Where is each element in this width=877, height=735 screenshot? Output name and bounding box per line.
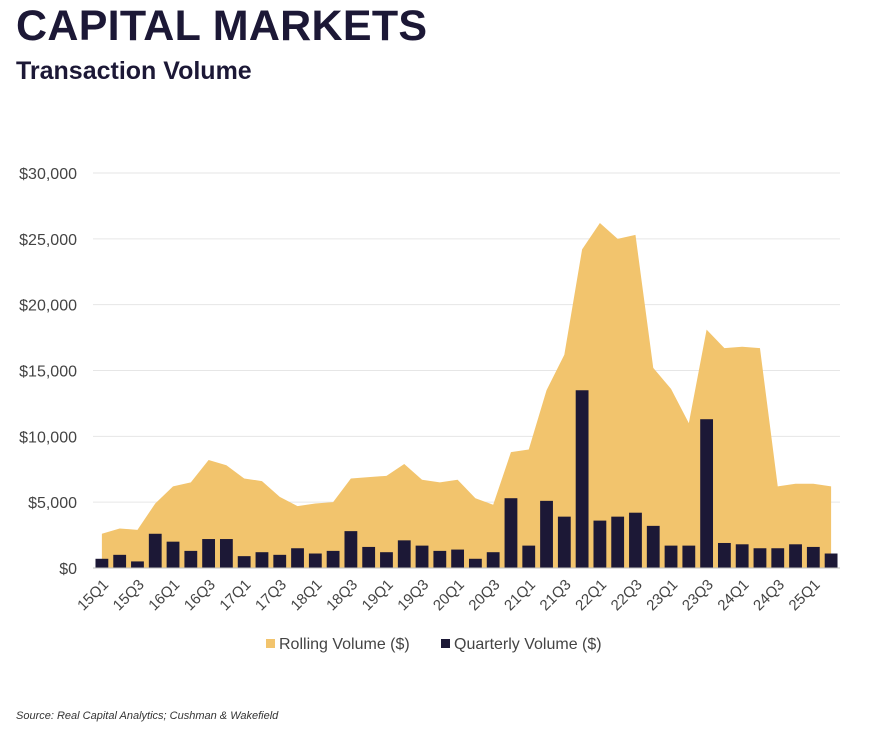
- y-tick-label: $25,000: [19, 232, 77, 249]
- legend-swatch-quarterly: [441, 639, 450, 648]
- bar-16Q2: [184, 550, 198, 568]
- bar-17Q3: [273, 554, 287, 568]
- bar-18Q4: [362, 546, 376, 568]
- x-tick-label: 21Q3: [537, 576, 575, 614]
- x-tick-label: 24Q1: [714, 576, 752, 614]
- rolling-volume-area-layer: [101, 223, 832, 569]
- x-tick-label: 20Q3: [465, 576, 503, 614]
- page-title: CAPITAL MARKETS: [16, 2, 428, 50]
- bar-15Q1: [95, 558, 109, 568]
- bar-22Q1: [593, 520, 607, 568]
- x-tick-label: 23Q1: [643, 576, 681, 614]
- bar-15Q3: [131, 561, 144, 568]
- bar-18Q3: [344, 531, 358, 568]
- bar-20Q4: [504, 498, 518, 568]
- bar-20Q3: [486, 552, 500, 568]
- x-tick-label: 21Q1: [501, 576, 539, 614]
- x-tick-label: 18Q1: [288, 576, 326, 614]
- y-tick-label: $20,000: [19, 298, 77, 315]
- bar-21Q1: [522, 545, 536, 568]
- bar-23Q1: [664, 545, 678, 568]
- bar-18Q1: [308, 553, 322, 568]
- x-tick-label: 16Q3: [181, 576, 219, 614]
- bar-16Q3: [202, 539, 216, 568]
- bar-19Q4: [433, 550, 447, 568]
- bar-25Q2: [824, 553, 838, 568]
- x-tick-label: 20Q1: [430, 576, 468, 614]
- x-tick-label: 15Q3: [110, 576, 148, 614]
- bar-24Q4: [789, 544, 802, 568]
- quarterly-volume-bars: [95, 390, 838, 568]
- x-axis-labels: 15Q115Q316Q116Q317Q117Q318Q118Q319Q119Q3…: [74, 576, 823, 614]
- bar-16Q1: [166, 541, 180, 568]
- x-tick-label: 16Q1: [145, 576, 183, 614]
- bar-24Q3: [771, 548, 785, 568]
- x-tick-label: 19Q3: [394, 576, 432, 614]
- x-tick-label: 22Q1: [572, 576, 610, 614]
- bar-24Q1: [735, 544, 749, 568]
- legend-swatch-rolling: [266, 639, 275, 648]
- legend-label-rolling: Rolling Volume ($): [279, 636, 410, 653]
- x-tick-label: 19Q1: [359, 576, 397, 614]
- bar-23Q4: [717, 542, 731, 568]
- bar-22Q2: [611, 516, 625, 568]
- bar-18Q2: [326, 550, 340, 568]
- x-tick-label: 17Q1: [216, 576, 254, 614]
- rolling-volume-area: [101, 223, 832, 569]
- bar-15Q4: [148, 533, 162, 568]
- y-tick-label: $10,000: [19, 429, 77, 446]
- bar-20Q1: [451, 549, 465, 568]
- bar-19Q2: [397, 540, 411, 568]
- y-axis-labels: $0 $5,000 $10,000 $15,000 $20,000 $25,000 $30,…: [19, 166, 77, 578]
- bar-17Q1: [237, 556, 251, 568]
- bar-21Q2: [540, 500, 553, 568]
- bar-22Q3: [629, 512, 642, 568]
- bar-25Q1: [806, 546, 820, 568]
- y-tick-label: $15,000: [19, 364, 77, 381]
- x-tick-label: 25Q1: [786, 576, 824, 614]
- x-tick-label: 15Q1: [74, 576, 112, 614]
- transaction-volume-chart: $0 $5,000 $10,000 $15,000 $20,000 $25,000 $30,…: [19, 166, 840, 653]
- bar-23Q2: [682, 545, 696, 568]
- legend-label-quarterly: Quarterly Volume ($): [454, 636, 602, 653]
- y-tick-label: $30,000: [19, 166, 77, 183]
- x-tick-label: 22Q3: [608, 576, 646, 614]
- bar-17Q4: [291, 548, 304, 568]
- bar-23Q3: [700, 419, 714, 568]
- y-tick-label: $5,000: [28, 495, 77, 512]
- bar-21Q4: [575, 390, 589, 568]
- bar-19Q1: [380, 552, 393, 568]
- bar-24Q2: [753, 548, 767, 568]
- x-tick-label: 18Q3: [323, 576, 361, 614]
- bar-19Q3: [415, 545, 429, 568]
- y-tick-label: $0: [59, 561, 77, 578]
- source-note: Source: Real Capital Analytics; Cushman …: [16, 710, 279, 722]
- bar-20Q2: [468, 558, 482, 568]
- x-tick-label: 23Q3: [679, 576, 717, 614]
- bar-21Q3: [557, 516, 571, 568]
- x-tick-label: 17Q3: [252, 576, 290, 614]
- legend: Rolling Volume ($) Quarterly Volume ($): [266, 636, 602, 653]
- bar-16Q4: [219, 539, 233, 568]
- chart-subtitle: Transaction Volume: [16, 57, 252, 85]
- bar-22Q4: [646, 525, 660, 568]
- x-tick-label: 24Q3: [750, 576, 788, 614]
- bar-17Q2: [255, 552, 269, 568]
- bar-15Q2: [113, 554, 127, 568]
